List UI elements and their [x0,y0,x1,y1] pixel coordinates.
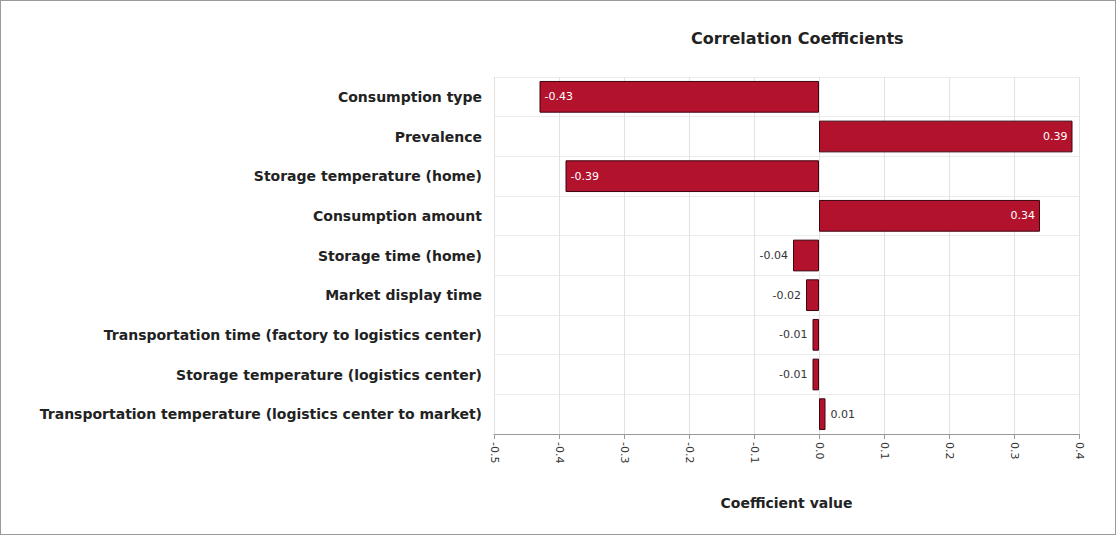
svg-text:Storage time (home): Storage time (home) [318,248,482,264]
svg-text:-0.2: -0.2 [683,442,696,463]
svg-text:Consumption type: Consumption type [338,89,482,105]
svg-text:0.1: 0.1 [878,442,891,460]
svg-text:-0.4: -0.4 [553,442,566,463]
svg-text:Market display time: Market display time [325,287,482,303]
svg-text:-0.39: -0.39 [571,170,599,183]
svg-text:-0.43: -0.43 [545,90,573,103]
svg-text:0.39: 0.39 [1043,130,1068,143]
svg-text:0.3: 0.3 [1008,442,1021,460]
svg-text:-0.1: -0.1 [748,442,761,463]
svg-text:Transportation temperature (lo: Transportation temperature (logistics ce… [40,406,482,422]
svg-text:-0.3: -0.3 [618,442,631,463]
svg-text:Correlation Coefficients: Correlation Coefficients [691,29,904,48]
svg-text:0.2: 0.2 [943,442,956,460]
svg-text:Prevalence: Prevalence [395,129,482,145]
svg-text:0.0: 0.0 [813,442,826,460]
svg-text:Coefficient value: Coefficient value [721,495,853,511]
svg-text:Consumption amount: Consumption amount [313,208,482,224]
svg-text:-0.02: -0.02 [773,289,801,302]
svg-text:0.01: 0.01 [831,408,856,421]
svg-text:Transportation time (factory t: Transportation time (factory to logistic… [104,327,482,343]
svg-text:0.34: 0.34 [1011,209,1036,222]
svg-text:-0.04: -0.04 [760,249,788,262]
svg-text:-0.01: -0.01 [779,368,807,381]
svg-text:-0.5: -0.5 [488,442,501,463]
svg-text:-0.01: -0.01 [779,328,807,341]
svg-text:0.4: 0.4 [1073,442,1086,460]
svg-text:Storage temperature (logistics: Storage temperature (logistics center) [176,367,482,383]
svg-text:Storage temperature (home): Storage temperature (home) [254,168,482,184]
